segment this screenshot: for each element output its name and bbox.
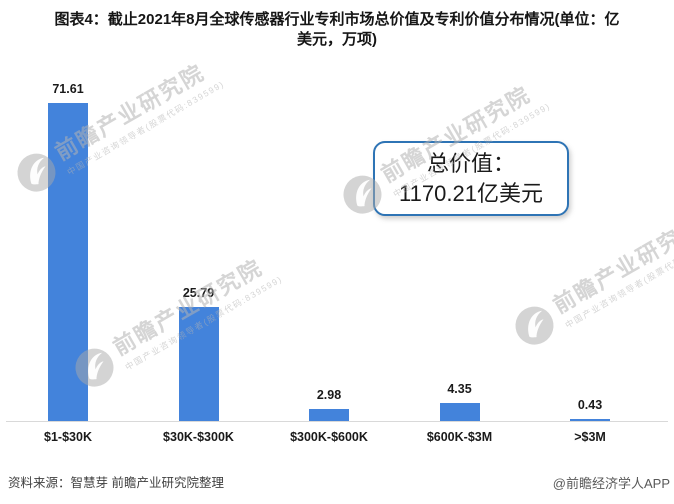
- total-value-callout: 总价值： 1170.21亿美元: [373, 141, 569, 216]
- total-value-amount: 1170.21亿美元: [399, 180, 543, 206]
- bar: [178, 307, 219, 422]
- credit-note: @前瞻经济学人APP: [552, 476, 670, 491]
- bar-group: 2.98 $300K-$600K: [264, 0, 394, 444]
- chart-title: 图表4：截止2021年8月全球传感器行业专利市场总价值及专利价值分布情况(单位：…: [0, 10, 674, 50]
- chart-title-line1: 图表4：截止2021年8月全球传感器行业专利市场总价值及专利价值分布情况(单位：…: [54, 11, 620, 28]
- bar: [570, 419, 610, 422]
- bar-group: 25.79 $30K-$300K: [134, 0, 264, 444]
- bar: [439, 403, 480, 422]
- bar-category-label: $30K-$300K: [163, 430, 234, 444]
- bar: [309, 409, 349, 422]
- bar-category-label: >$3M: [574, 430, 606, 444]
- bar-category-label: $600K-$3M: [426, 430, 493, 444]
- bar-chart-plot: 71.61 $1-$30K 25.79 $30K-$300K 2.98 $300K-$60…: [3, 0, 668, 444]
- chart-title-line2: 美元，万项): [297, 31, 377, 48]
- bar-category-label: $1-$30K: [44, 430, 92, 444]
- bar-value-label: 2.98: [316, 388, 342, 402]
- source-note: 资料来源：智慧芽 前瞻产业研究院整理: [8, 476, 224, 490]
- bar: [48, 103, 88, 422]
- total-value-label: 总价值：: [426, 150, 515, 176]
- bar-category-label: $300K-$600K: [290, 430, 368, 444]
- bar-group: 0.43 >$3M: [525, 0, 655, 444]
- bar-group: 71.61 $1-$30K: [3, 0, 133, 444]
- bar-group: 4.35 $600K-$3M: [395, 0, 525, 444]
- bar-value-label: 0.43: [577, 398, 603, 412]
- bar-value-label: 71.61: [52, 82, 84, 96]
- x-axis-line: [6, 421, 668, 422]
- bar-value-label: 25.79: [182, 286, 215, 300]
- bar-value-label: 4.35: [447, 382, 472, 396]
